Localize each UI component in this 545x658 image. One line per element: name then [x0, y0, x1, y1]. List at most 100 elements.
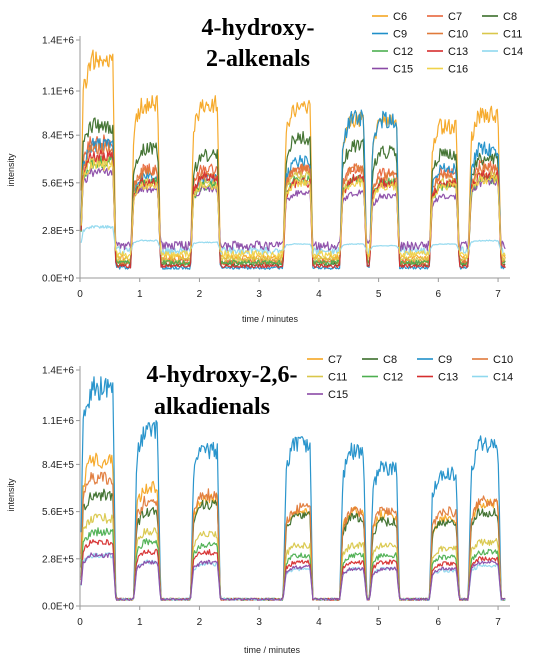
x-tick-label: 1: [137, 617, 143, 628]
series-line-c12: [80, 527, 506, 601]
y-tick-label: 5.6E+5: [42, 507, 74, 518]
legend-item: C7: [427, 11, 462, 23]
series-line-c9: [80, 109, 506, 270]
x-tick-label: 0: [77, 617, 83, 628]
x-axis-title: time / minutes: [242, 314, 299, 324]
legend-item: C9: [417, 354, 452, 366]
x-tick-label: 0: [77, 289, 83, 300]
legend-label: C8: [383, 354, 397, 366]
legend-label: C15: [328, 389, 348, 401]
x-tick-label: 4: [316, 617, 322, 628]
series-line-c16: [80, 160, 506, 259]
legend-item: C7: [307, 354, 342, 366]
legend-item: C12: [372, 46, 413, 58]
x-tick-label: 2: [197, 617, 203, 628]
legend-label: C15: [393, 64, 413, 76]
y-tick-label: 8.4E+5: [42, 131, 74, 142]
legend-label: C11: [328, 372, 347, 384]
y-tick-label: 0.0E+0: [42, 274, 74, 285]
x-tick-label: 2: [197, 289, 203, 300]
legend-item: C11: [482, 29, 522, 41]
legend-label: C9: [438, 354, 452, 366]
y-tick-label: 5.6E+5: [42, 178, 74, 189]
series-line-c8: [80, 488, 506, 601]
series-line-c13: [80, 149, 506, 269]
plot-area: 0 1 2 3 4 5 6 7 0.0E+0 2.8E+5 5.6E+5 8.4E+5 1.1E+6 1.…: [42, 36, 510, 300]
series-line-c10: [80, 142, 506, 266]
chart-title: 4-hydroxy-2,6- alkadienals: [147, 362, 298, 420]
legend: C6 C7 C8 C9 C10 C11 C12 C13 C14 C15 C16: [372, 11, 523, 76]
y-tick-label: 1.1E+6: [42, 87, 74, 98]
y-tick-label: 1.1E+6: [42, 416, 74, 427]
chart-title-line-2: 2-alkenals: [206, 46, 310, 72]
series-line-c14: [80, 225, 506, 256]
legend-label: C12: [393, 46, 413, 58]
x-tick-label: 6: [436, 617, 442, 628]
legend-label: C10: [448, 29, 468, 41]
legend-label: C6: [393, 11, 407, 23]
x-tick-label: 1: [137, 289, 143, 300]
chart-title: 4-hydroxy- 2-alkenals: [202, 15, 315, 72]
legend-label: C7: [448, 11, 462, 23]
legend-label: C7: [328, 354, 342, 366]
x-axis-title: time / minutes: [244, 645, 301, 655]
legend-item: C13: [417, 372, 458, 384]
x-tick-label: 3: [256, 617, 262, 628]
legend-item: C15: [307, 389, 348, 401]
x-tick-label: 7: [495, 617, 501, 628]
legend-label: C13: [448, 46, 468, 58]
y-axis-title: intensity: [6, 478, 16, 512]
series-line-c9: [80, 376, 506, 601]
legend-item: C14: [472, 372, 513, 384]
x-tick-label: 5: [376, 617, 382, 628]
series-line-c15: [80, 167, 506, 252]
y-tick-label: 2.8E+5: [42, 554, 74, 565]
legend-label: C14: [493, 372, 513, 384]
x-tick-label: 6: [436, 289, 442, 300]
legend-label: C16: [448, 64, 468, 76]
chart-title-line-1: 4-hydroxy-: [202, 15, 315, 41]
series-line-c8: [80, 117, 506, 267]
legend-item: C16: [427, 64, 468, 76]
legend-label: C14: [503, 46, 523, 58]
plot-area: 0 1 2 3 4 5 6 7 0.0E+0 2.8E+5 5.6E+5 8.4E+5 1.1E+6 1.…: [42, 366, 510, 628]
x-tick-label: 5: [376, 289, 382, 300]
legend-label: C13: [438, 372, 458, 384]
legend-label: C10: [493, 354, 513, 366]
legend: C7 C8 C9 C10 C11 C12 C13 C14 C15: [307, 354, 513, 401]
legend-item: C14: [482, 46, 523, 58]
x-tick-label: 4: [316, 289, 322, 300]
legend-label: C12: [383, 372, 403, 384]
legend-item: C8: [362, 354, 397, 366]
series-line-c6: [80, 49, 506, 262]
legend-label: C9: [393, 29, 407, 41]
legend-item: C9: [372, 29, 407, 41]
y-axis-title: intensity: [6, 153, 16, 187]
y-tick-label: 2.8E+5: [42, 226, 74, 237]
legend-item: C12: [362, 372, 403, 384]
series-line-c13: [80, 538, 506, 601]
legend-item: C13: [427, 46, 468, 58]
legend-item: C10: [427, 29, 468, 41]
y-tick-label: 1.4E+6: [42, 366, 74, 377]
series-line-c10: [80, 471, 506, 601]
legend-item: C11: [307, 372, 347, 384]
chart-title-line-2: alkadienals: [154, 394, 270, 420]
legend-item: C6: [372, 11, 407, 23]
x-tick-label: 3: [256, 289, 262, 300]
chart-panel-alkadienals: 4-hydroxy-2,6- alkadienals 0 1 2 3 4 5 6 7 0.0E+…: [6, 354, 513, 655]
legend-item: C15: [372, 64, 413, 76]
legend-item: C8: [482, 11, 517, 23]
legend-label: C8: [503, 11, 517, 23]
series-line-c14: [80, 552, 506, 601]
y-tick-label: 1.4E+6: [42, 36, 74, 47]
legend-label: C11: [503, 29, 522, 41]
series-line-c15: [80, 552, 506, 601]
legend-item: C10: [472, 354, 513, 366]
series-line-c11: [80, 512, 506, 601]
y-tick-label: 8.4E+5: [42, 460, 74, 471]
y-tick-label: 0.0E+0: [42, 602, 74, 613]
chart-title-line-1: 4-hydroxy-2,6-: [147, 362, 298, 388]
chart-panel-alkenals: 4-hydroxy- 2-alkenals 0 1 2 3 4 5 6 7 0.0E+0 2.8E…: [6, 11, 523, 324]
